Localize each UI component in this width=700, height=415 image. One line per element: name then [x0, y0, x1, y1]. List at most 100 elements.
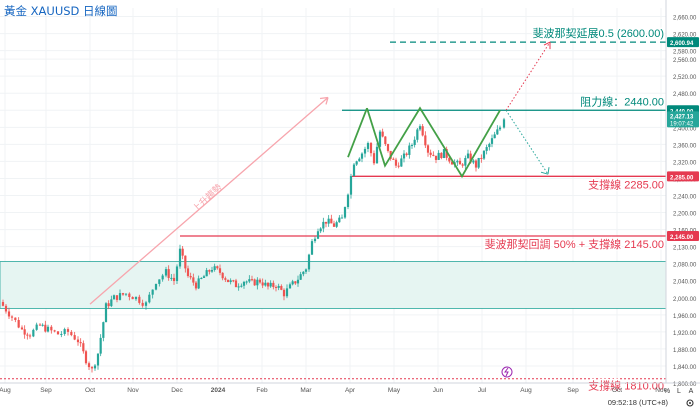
- time-tick-label: Dec: [171, 387, 183, 394]
- candle-body: [60, 333, 63, 335]
- candle-body: [138, 296, 141, 303]
- candle-body: [118, 293, 122, 300]
- candle-body: [154, 283, 158, 290]
- price-tick-label: 2,200.00: [673, 212, 697, 218]
- level-label-fib-ext: 斐波那契延展0.5 (2600.00): [533, 26, 664, 40]
- candle-body: [161, 275, 164, 280]
- candle: [296, 275, 300, 287]
- candle-body: [448, 157, 451, 162]
- event-marker[interactable]: [501, 366, 513, 378]
- price-tick-label: 2,040.00: [673, 280, 697, 286]
- candle-body: [456, 160, 459, 163]
- status-time: 09:52:18 (UTC+8): [608, 398, 669, 407]
- current-price-text: 2,427.13: [670, 114, 694, 120]
- candle: [104, 302, 108, 323]
- candle: [474, 159, 478, 172]
- candle-body: [76, 339, 80, 343]
- candle-body: [28, 335, 32, 337]
- log-toggle[interactable]: L: [677, 388, 681, 395]
- candle: [184, 255, 187, 273]
- candle: [346, 193, 350, 210]
- candle: [224, 276, 227, 282]
- candle-body: [151, 289, 154, 295]
- candle-body: [272, 282, 275, 287]
- candle: [464, 155, 467, 169]
- price-badge-text-fib-ext: 2,600.94: [670, 41, 694, 47]
- candle: [218, 264, 222, 276]
- candle-body: [340, 217, 344, 219]
- candle-body: [432, 154, 435, 156]
- projection-up: [505, 41, 551, 111]
- candle: [448, 156, 451, 164]
- candle: [488, 142, 491, 151]
- candle-body: [429, 152, 432, 155]
- gear-icon[interactable]: [686, 399, 694, 407]
- candle: [44, 320, 47, 333]
- candle-body: [277, 285, 280, 288]
- price-badge-text-support-2285: 2,285.00: [670, 175, 694, 181]
- candle: [234, 278, 238, 288]
- candle-body: [131, 297, 134, 300]
- candle-body: [434, 155, 438, 160]
- price-badge-fib-retrace: [667, 230, 699, 241]
- candle-body: [23, 329, 26, 335]
- level-label-halo-support-2285: 支撐線 2285.00: [588, 177, 664, 191]
- candle-body: [96, 353, 100, 366]
- candle-body: [7, 311, 11, 317]
- candle-body: [294, 281, 297, 284]
- candle: [151, 289, 154, 299]
- candle: [477, 157, 480, 169]
- candle: [73, 331, 76, 341]
- candle: [134, 296, 138, 301]
- candle-body: [402, 153, 406, 159]
- candle: [405, 152, 408, 157]
- price-tick-label: 2,520.00: [673, 75, 697, 81]
- price-tick-label: 2,240.00: [673, 195, 697, 201]
- candle-body: [41, 324, 44, 326]
- candle: [324, 221, 328, 228]
- candle: [360, 152, 364, 163]
- candle-body: [296, 279, 300, 284]
- candle: [110, 295, 113, 308]
- candle-body: [482, 150, 486, 159]
- price-tick-label: 2,360.00: [673, 143, 697, 149]
- candle: [264, 279, 267, 287]
- candle-body: [405, 153, 408, 155]
- candle: [197, 275, 200, 290]
- candle-body: [310, 241, 314, 255]
- candle-body: [445, 149, 448, 158]
- candle: [332, 220, 336, 228]
- candle-body: [66, 329, 70, 332]
- candle: [266, 282, 270, 290]
- candle: [226, 279, 230, 283]
- candle: [138, 294, 141, 305]
- candle: [41, 323, 44, 327]
- candle: [397, 162, 400, 169]
- price-tick-label: 1,840.00: [673, 365, 697, 371]
- price-badge-text-fib-retrace: 2,145.00: [670, 235, 694, 241]
- candle-body: [38, 324, 42, 326]
- candle: [50, 325, 53, 334]
- candle-body: [496, 129, 499, 135]
- candle-body: [461, 164, 464, 166]
- time-tick-label: Nov: [127, 387, 139, 394]
- candle: [240, 283, 243, 288]
- candle: [394, 157, 398, 169]
- candle: [76, 336, 80, 346]
- candle-body: [274, 286, 278, 288]
- candle: [424, 131, 427, 148]
- candle-body: [35, 324, 38, 330]
- price-badge-support-2285: [667, 171, 699, 182]
- candle: [96, 353, 100, 370]
- candle: [237, 283, 240, 291]
- candle: [164, 266, 168, 278]
- auto-toggle[interactable]: A: [689, 388, 694, 395]
- candle-body: [413, 139, 416, 146]
- candle-body: [477, 157, 480, 168]
- candle: [192, 273, 195, 286]
- percent-toggle[interactable]: %: [664, 388, 670, 395]
- candle: [288, 282, 292, 289]
- candle-body: [502, 119, 506, 128]
- candle: [221, 272, 224, 281]
